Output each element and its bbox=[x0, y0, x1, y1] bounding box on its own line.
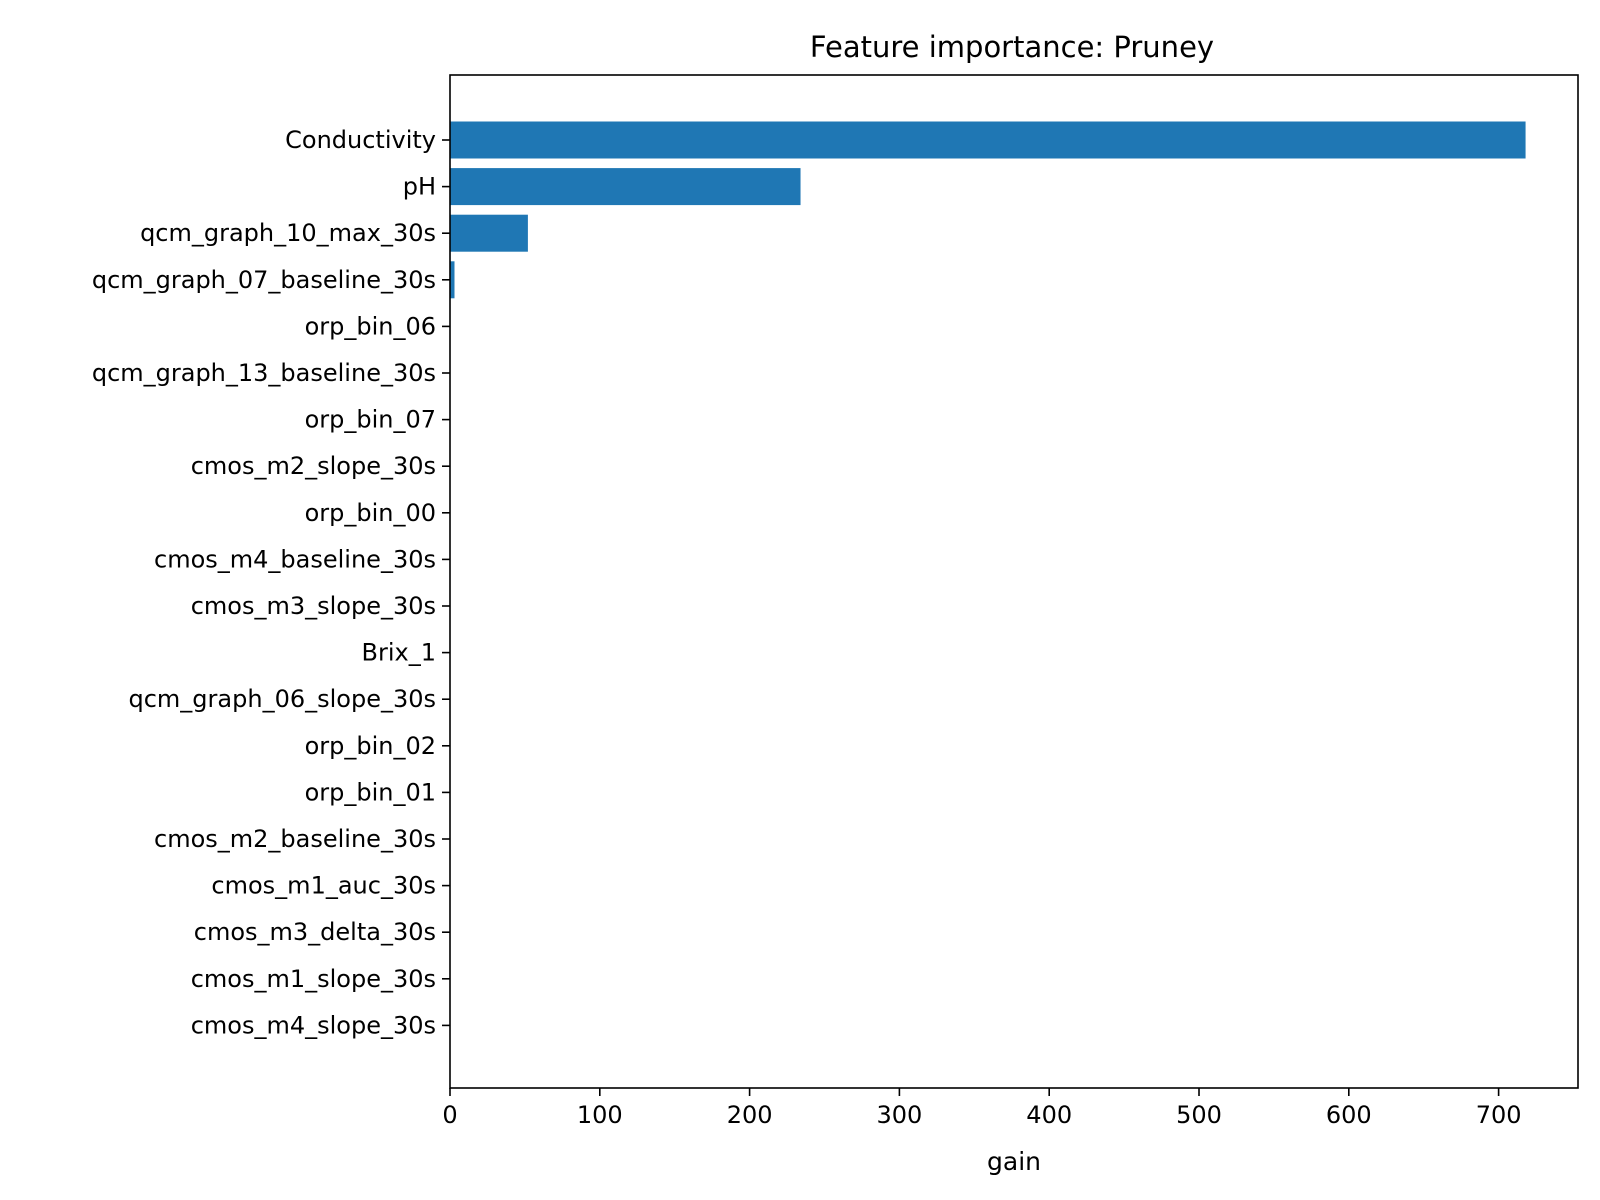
x-tick-label: 300 bbox=[876, 1101, 922, 1129]
y-tick-label: orp_bin_06 bbox=[305, 312, 436, 340]
x-tick-label: 600 bbox=[1326, 1101, 1372, 1129]
x-tick-label: 500 bbox=[1176, 1101, 1222, 1129]
y-tick-label: orp_bin_00 bbox=[305, 499, 436, 527]
y-tick-label: cmos_m1_slope_30s bbox=[191, 965, 436, 993]
y-tick-label: Brix_1 bbox=[362, 639, 436, 667]
bar-qcm-graph-07-baseline-30s bbox=[450, 261, 455, 299]
x-axis-ticks: 0 100 200 300 400 500 600 700 bbox=[442, 1088, 1522, 1129]
chart-title: Feature importance: Pruney bbox=[810, 30, 1214, 64]
y-tick-label: cmos_m4_baseline_30s bbox=[154, 545, 436, 573]
y-axis-ticks: Conductivity pH qcm_graph_10_max_30s qcm_gr… bbox=[92, 126, 450, 1039]
x-tick-label: 0 bbox=[442, 1101, 457, 1129]
bars-group bbox=[450, 121, 1526, 299]
x-tick-label: 100 bbox=[577, 1101, 623, 1129]
y-tick-label: cmos_m2_slope_30s bbox=[191, 452, 436, 480]
plot-area-frame bbox=[449, 74, 1579, 1089]
y-tick-label: cmos_m3_slope_30s bbox=[191, 592, 436, 620]
x-tick-label: 700 bbox=[1476, 1101, 1522, 1129]
x-tick-label: 200 bbox=[727, 1101, 773, 1129]
y-tick-label: qcm_graph_13_baseline_30s bbox=[92, 359, 436, 387]
y-tick-label: cmos_m4_slope_30s bbox=[191, 1011, 436, 1039]
y-tick-label: orp_bin_01 bbox=[305, 778, 436, 806]
y-tick-label: qcm_graph_06_slope_30s bbox=[129, 685, 437, 713]
bar-conductivity bbox=[450, 121, 1526, 159]
y-tick-label: orp_bin_07 bbox=[305, 406, 436, 434]
y-tick-label: cmos_m1_auc_30s bbox=[211, 872, 436, 900]
x-axis-label: gain bbox=[987, 1147, 1041, 1176]
x-tick-label: 400 bbox=[1026, 1101, 1072, 1129]
y-tick-label: orp_bin_02 bbox=[305, 732, 436, 760]
y-tick-label: cmos_m3_delta_30s bbox=[194, 918, 436, 946]
bar-ph bbox=[450, 168, 801, 206]
y-tick-label: qcm_graph_10_max_30s bbox=[140, 219, 436, 247]
y-tick-label: pH bbox=[403, 173, 436, 201]
bar-qcm-graph-10-max-30s bbox=[450, 214, 528, 252]
y-tick-label: qcm_graph_07_baseline_30s bbox=[92, 266, 436, 294]
y-tick-label: Conductivity bbox=[285, 126, 436, 154]
y-tick-label: cmos_m2_baseline_30s bbox=[154, 825, 436, 853]
